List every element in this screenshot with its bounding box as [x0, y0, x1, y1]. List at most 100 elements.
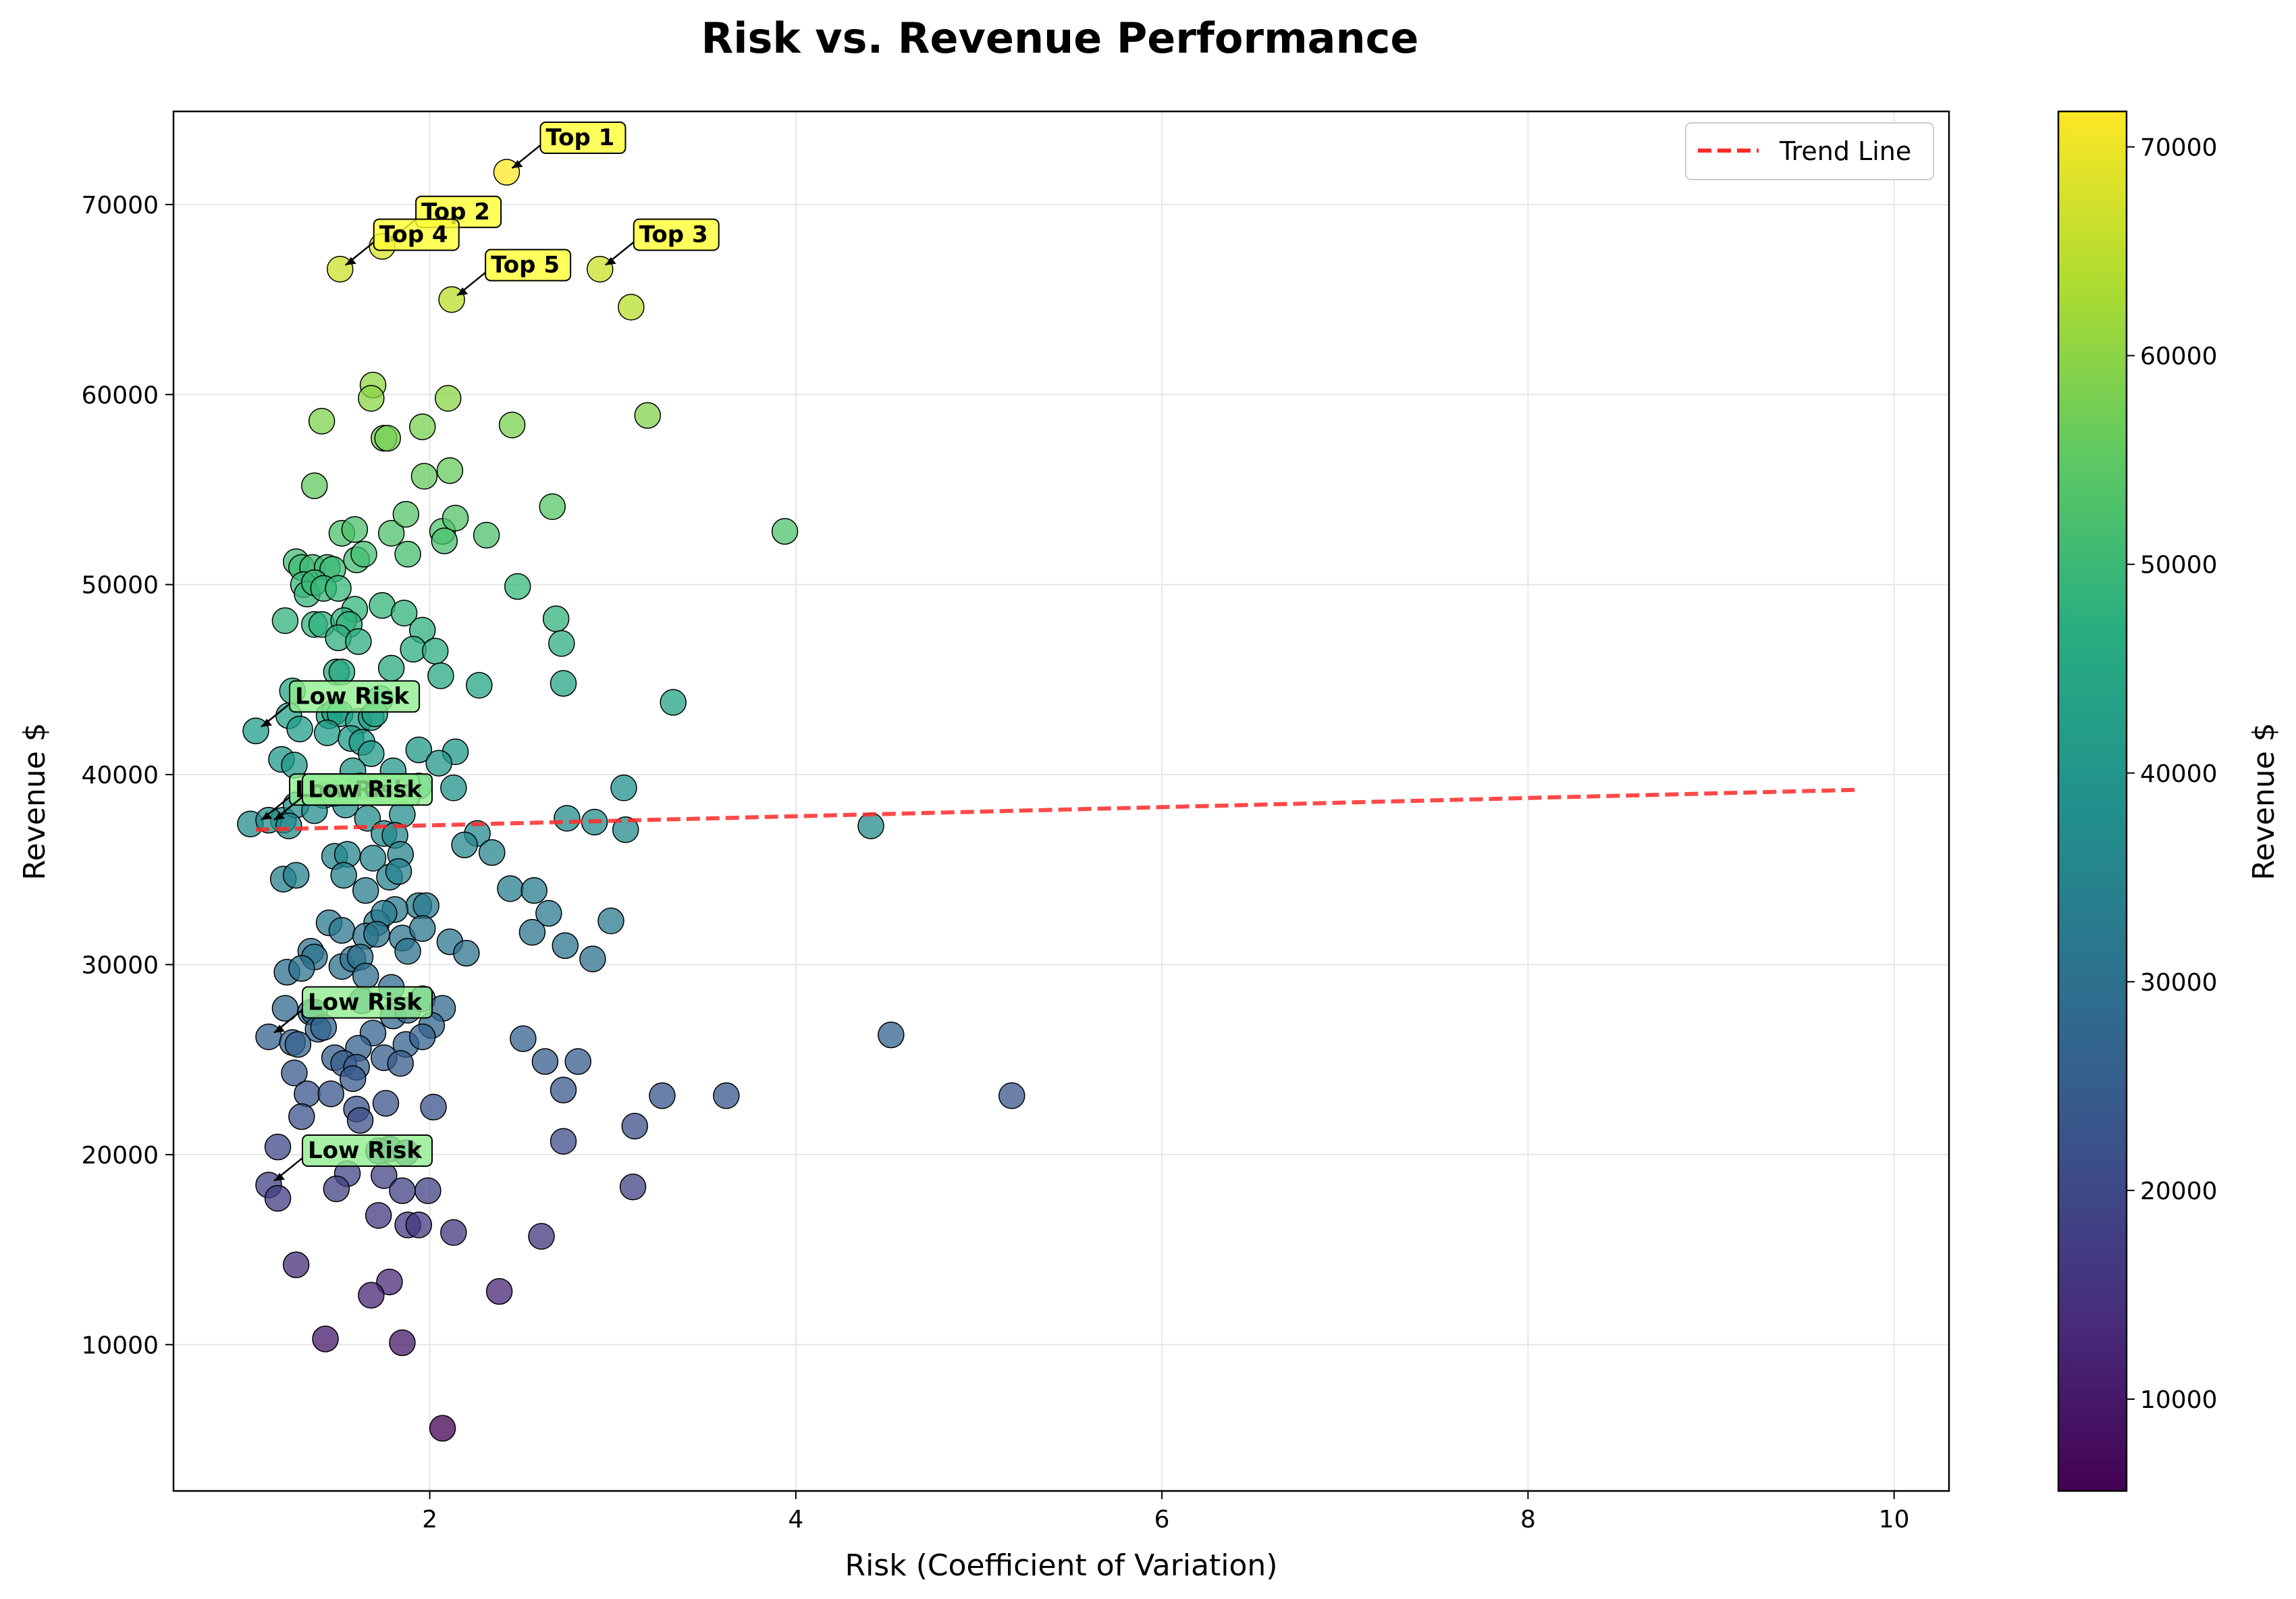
scatter-point	[440, 775, 467, 802]
plot-frame	[172, 110, 1950, 1492]
annotation-box	[633, 218, 720, 251]
scatter-point	[548, 630, 575, 657]
annotation-label: Top 3	[639, 221, 708, 248]
scatter-point	[579, 945, 606, 972]
scatter-point	[535, 899, 562, 927]
annotation-label: Low Risk	[308, 1137, 423, 1164]
scatter-point	[345, 628, 372, 655]
scatter-point	[621, 1112, 649, 1140]
y-axis-label: Revenue $	[18, 723, 52, 881]
y-tick-label: 10000	[81, 1332, 159, 1359]
scatter-point	[301, 472, 328, 500]
scatter-point	[358, 1282, 385, 1309]
scatter-point	[328, 917, 356, 944]
scatter-point	[597, 908, 624, 935]
scatter-point	[586, 255, 614, 283]
scatter-point	[857, 812, 884, 839]
scatter-point	[264, 1133, 292, 1161]
x-tick-label: 8	[1520, 1506, 1536, 1534]
x-axis-label: Risk (Coefficient of Variation)	[845, 1548, 1278, 1583]
scatter-point	[281, 1059, 308, 1086]
scatter-point	[408, 413, 436, 440]
scatter-point	[308, 407, 336, 435]
scatter-point	[358, 385, 385, 412]
scatter-point	[405, 1211, 433, 1238]
annotation-box	[301, 773, 433, 806]
scatter-point	[282, 1251, 310, 1278]
scatter-point	[504, 573, 531, 600]
legend-box	[1685, 122, 1934, 180]
scatter-point	[350, 540, 377, 568]
scatter-point	[358, 740, 385, 767]
y-tick-label: 20000	[81, 1142, 159, 1170]
annotation: Low Risk	[273, 986, 433, 1034]
scatter-point	[479, 839, 506, 866]
scatter-point	[485, 1278, 513, 1305]
scatter-point	[550, 1128, 577, 1155]
annotation-arrowhead	[345, 257, 356, 265]
scatter-point	[394, 938, 421, 965]
scatter-point	[438, 286, 465, 313]
scatter-point	[405, 736, 433, 764]
scatter-point	[618, 294, 645, 321]
colorbar-gradient	[2057, 110, 2128, 1492]
y-tick-label: 70000	[81, 192, 159, 219]
annotation: Top 1	[511, 122, 626, 169]
scatter-point	[878, 1021, 905, 1049]
annotation: Top 5	[456, 248, 572, 296]
scatter-point	[312, 1326, 339, 1353]
annotation: Top 4	[344, 218, 460, 266]
colorbar-tick-label: 50000	[2140, 552, 2218, 579]
scatter-point	[550, 1076, 577, 1103]
y-tick-label: 60000	[81, 382, 159, 409]
colorbar-tick-label: 30000	[2140, 969, 2218, 997]
scatter-point	[271, 995, 299, 1022]
scatter-point	[346, 1107, 374, 1134]
x-tick-label: 4	[788, 1506, 803, 1534]
colorbar: 10000 20000 30000 40000 50000 60000 70000 Reve…	[2057, 110, 2281, 1492]
scatter-point	[436, 457, 464, 484]
annotation-arrowhead	[273, 812, 285, 820]
annotation: Top 3	[604, 218, 720, 266]
scatter-point	[442, 504, 469, 531]
scatter-point	[466, 672, 493, 699]
legend-trend-label: Trend Line	[1779, 136, 1911, 166]
scatter-point	[425, 750, 452, 777]
scatter-point	[317, 1080, 344, 1107]
scatter-point	[323, 1175, 350, 1203]
scatter-point	[619, 1174, 647, 1201]
annotation-arrowhead	[457, 287, 469, 296]
annotation-arrowhead	[512, 160, 523, 169]
annotation: Low Risk	[261, 680, 421, 728]
scatter-point	[451, 831, 478, 858]
colorbar-tick-label: 60000	[2140, 343, 2218, 371]
scatter-point	[376, 1268, 403, 1296]
scatter-point	[420, 1093, 447, 1121]
scatter-point	[363, 920, 390, 948]
scatter-point	[550, 670, 577, 697]
scatter-point	[408, 1023, 436, 1051]
scatter-point	[374, 425, 401, 452]
scatter-point	[284, 1030, 312, 1058]
y-tick-label: 30000	[81, 952, 159, 980]
scatter-point	[498, 411, 526, 439]
annotation-arrowhead	[605, 257, 616, 265]
y-axis: 10000 20000 30000 40000 50000 60000 70000	[81, 192, 173, 1359]
scatter-point	[330, 862, 357, 889]
scatter-point	[288, 955, 315, 982]
scatter-point	[385, 858, 412, 885]
scatter-point	[554, 805, 581, 832]
scatter-point	[431, 527, 458, 554]
scatter-point	[377, 519, 405, 547]
x-tick-label: 2	[422, 1506, 437, 1534]
scatter-point	[271, 607, 299, 634]
annotation-box	[373, 218, 460, 251]
annotation-box	[301, 986, 433, 1019]
x-tick-label: 10	[1879, 1506, 1910, 1534]
grid	[173, 111, 1949, 1491]
colorbar-tick-label: 40000	[2140, 760, 2218, 788]
scatter-point	[412, 892, 439, 920]
scatter-point	[434, 385, 462, 412]
scatter-point	[294, 1080, 321, 1107]
